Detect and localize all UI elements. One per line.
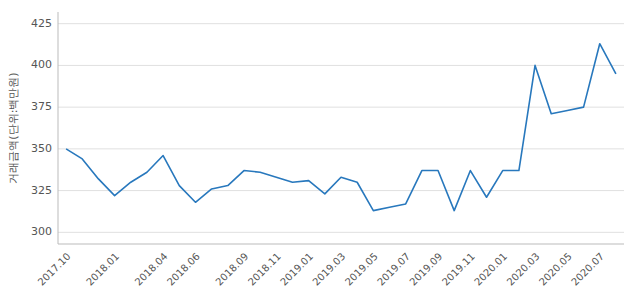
x-tick-label: 2018.01 <box>84 251 121 288</box>
x-tick-label: 2019.11 <box>440 251 477 288</box>
x-tick-label: 2018.09 <box>213 251 250 288</box>
x-tick-label: 2018.11 <box>246 251 283 288</box>
x-tick-label: 2020.05 <box>537 251 574 288</box>
x-axis-line <box>58 244 624 245</box>
x-tick-label: 2019.07 <box>375 251 412 288</box>
y-tick-label: 425 <box>31 17 52 30</box>
x-tick-label: 2020.07 <box>569 251 606 288</box>
y-tick-label: 350 <box>31 142 52 155</box>
y-tick-label: 325 <box>31 184 52 197</box>
grid-line <box>58 232 624 233</box>
series <box>66 44 616 211</box>
x-tick-label: 2020.01 <box>472 251 509 288</box>
x-tick-label: 2019.05 <box>343 251 380 288</box>
x-tick-label: 2019.03 <box>310 251 347 288</box>
grid-line <box>58 148 624 149</box>
y-grid <box>58 24 624 233</box>
y-axis-line <box>58 12 59 244</box>
line <box>66 44 616 211</box>
x-tick-label: 2019.09 <box>408 251 445 288</box>
x-tick-label: 2020.03 <box>505 251 542 288</box>
y-tick-label: 375 <box>31 100 52 113</box>
grid-line <box>58 107 624 108</box>
grid-line <box>58 23 624 24</box>
grid-line <box>58 190 624 191</box>
chart: 3003253503754004252017.102018.012018.042… <box>0 0 640 294</box>
y-tick-label: 300 <box>31 225 52 238</box>
x-tick-label: 2017.10 <box>36 251 73 288</box>
grid-line <box>58 65 624 66</box>
y-axis-label: 거래금액(단위:백만원) <box>7 72 20 183</box>
x-tick-label: 2019.01 <box>278 251 315 288</box>
x-tick-label: 2018.04 <box>133 251 170 288</box>
y-tick-label: 400 <box>31 58 52 71</box>
x-tick-label: 2018.06 <box>165 251 202 288</box>
